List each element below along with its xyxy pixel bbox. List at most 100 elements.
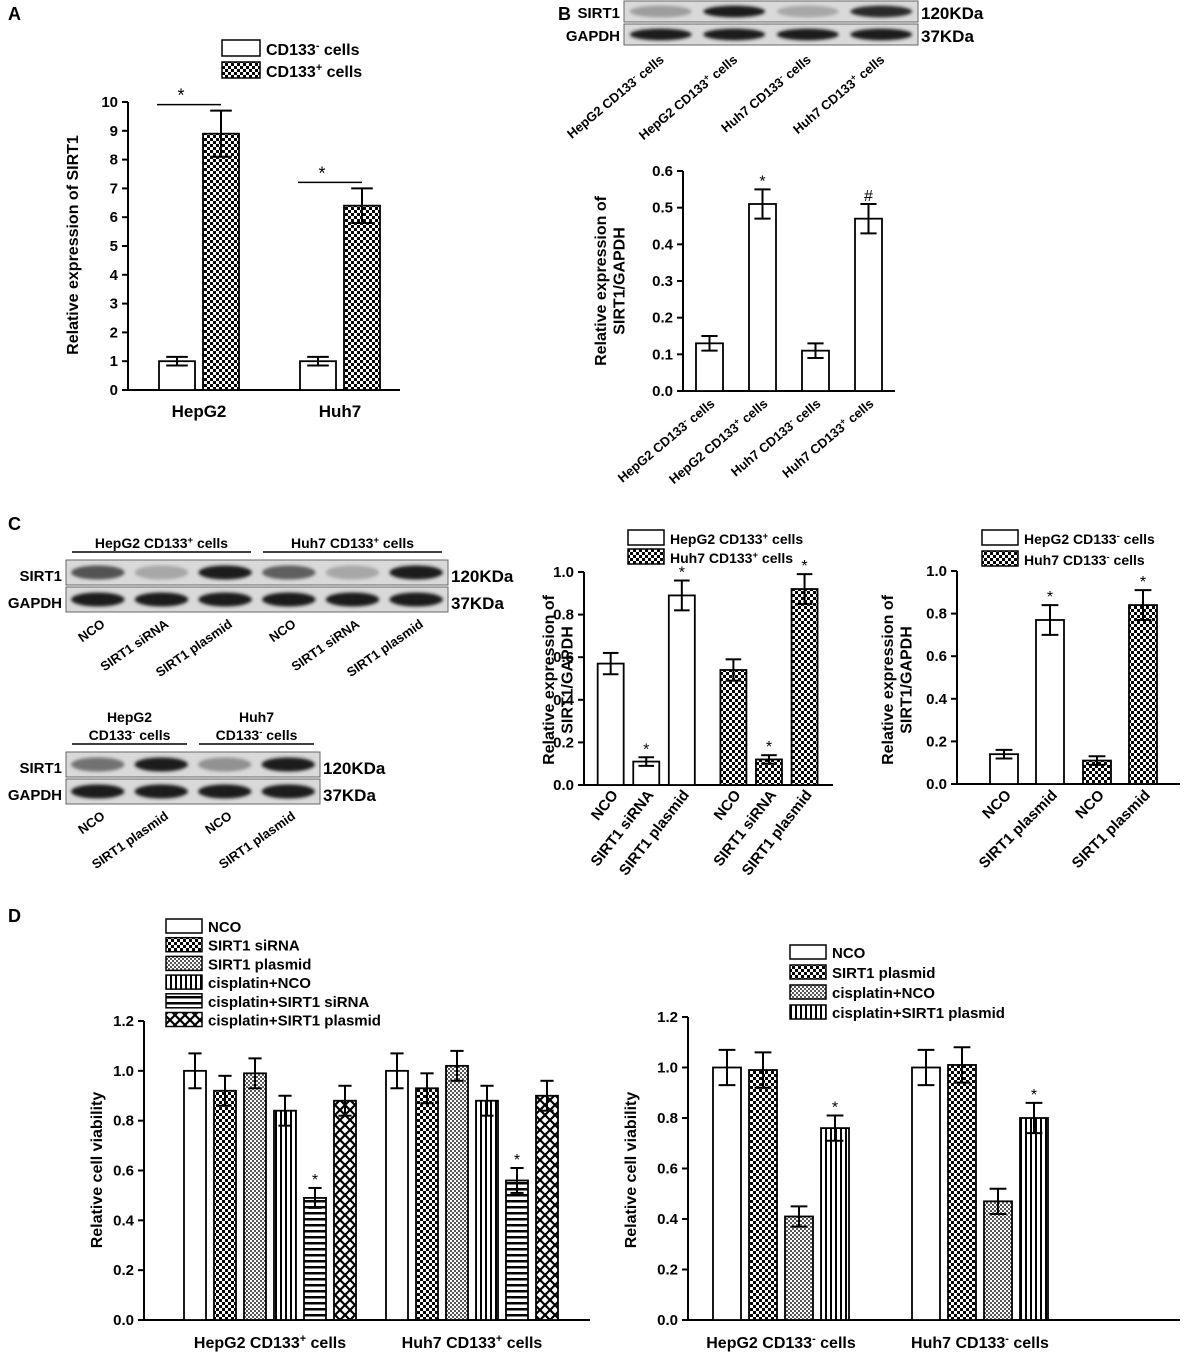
legend-swatch <box>165 918 203 934</box>
label-text: Huh7 CD133 <box>291 535 374 551</box>
blot-row-label: GAPDH <box>8 787 62 804</box>
blot-row <box>65 559 449 586</box>
legend-label: SIRT1 plasmid <box>832 965 935 982</box>
legend-swatch <box>165 955 203 972</box>
bar <box>784 1215 814 1321</box>
bar <box>303 1197 327 1321</box>
category-label: HepG2 CD133- cells <box>706 1333 856 1352</box>
y-tick-label: 0.2 <box>652 310 673 327</box>
y-axis-label-line: Relative expression of <box>593 195 610 366</box>
bar <box>983 1200 1013 1321</box>
y-axis-label-line: Relative cell viability <box>623 1092 640 1249</box>
label-superscript: + <box>373 535 379 546</box>
label-superscript: - <box>629 72 638 82</box>
y-tick-label: 0.2 <box>553 734 574 751</box>
blot-band <box>134 757 188 772</box>
label-superscript: - <box>1117 531 1120 542</box>
significance-mark: * <box>1047 589 1053 606</box>
bar <box>712 1066 742 1321</box>
legend-swatch <box>789 984 827 1000</box>
blot-band <box>198 784 252 799</box>
blot-lane-label: NCO <box>75 616 107 645</box>
label-text: cells <box>322 64 362 81</box>
label-text: cells <box>789 396 824 428</box>
y-tick-label: 3 <box>110 296 118 313</box>
chart-a-sirt1-expression: 0 1 2 3 4 5 6 7 8 9 10 Relative expression of SIRT1… <box>65 39 400 421</box>
blot-row-label: SIRT1 <box>19 760 62 777</box>
legend-swatch <box>981 550 1019 567</box>
label-superscript: + <box>752 550 758 561</box>
blot-band <box>71 784 125 799</box>
label-text: CD133 <box>89 727 133 743</box>
chart-d-cd133-negative-viability: 0.0 0.2 0.4 0.6 0.8 1.0 1.2 Relative cell viabi… <box>623 944 1180 1352</box>
legend-label: NCO <box>832 945 866 962</box>
y-tick-label: 1.0 <box>553 564 574 581</box>
legend-swatch <box>627 529 665 546</box>
significance-mark: * <box>832 1099 838 1116</box>
label-superscript: - <box>812 1333 816 1345</box>
bar <box>748 203 777 392</box>
blot-band <box>198 757 252 772</box>
label-text: Huh7 CD133 <box>718 75 786 136</box>
label-text: CD133 <box>266 64 316 81</box>
bar <box>947 1064 977 1321</box>
blot-band <box>198 565 252 580</box>
bar <box>667 594 696 786</box>
legend-label: CD133+ cells <box>266 62 362 81</box>
label-text: cells <box>1110 552 1145 568</box>
label-text: cells <box>502 1335 542 1352</box>
label-superscript: + <box>731 416 741 427</box>
label-text: cells <box>193 535 228 551</box>
blot-size-label: 37KDa <box>451 594 504 613</box>
blot-group-label: CD133- cells <box>216 727 298 744</box>
label-text: Huh7 CD133 <box>402 1335 496 1352</box>
blot-band <box>261 784 315 799</box>
y-tick-label: 0.4 <box>113 1212 135 1229</box>
y-axis-label-line: Relative expression of SIRT1 <box>65 135 82 355</box>
label-superscript: + <box>848 72 858 83</box>
y-tick-label: 1 <box>110 353 118 370</box>
blot-band <box>389 565 443 580</box>
bar <box>475 1099 499 1321</box>
y-tick-label: 1.0 <box>926 563 947 580</box>
blot-row <box>623 0 919 23</box>
bar <box>333 1099 357 1321</box>
legend-label: cisplatin+NCO <box>832 985 935 1002</box>
y-tick-label: 0.2 <box>113 1262 134 1279</box>
y-tick-label: 0.6 <box>113 1163 134 1180</box>
bar <box>415 1087 439 1321</box>
blot-row-label: SIRT1 <box>19 568 62 585</box>
label-text: HepG2 CD133 <box>194 1335 300 1352</box>
bar <box>820 1127 850 1321</box>
y-tick-label: 0.0 <box>657 1312 678 1329</box>
category-label: NCO <box>711 787 745 824</box>
blot-band <box>71 565 125 580</box>
blot-band <box>134 565 189 580</box>
panel-label-a: A <box>8 4 21 24</box>
label-text: cells <box>853 52 888 84</box>
y-axis-label: Relative cell viability <box>623 1092 640 1249</box>
blot-band <box>776 28 839 41</box>
y-tick-label: 1.2 <box>113 1013 134 1030</box>
legend-label: cisplatin+NCO <box>208 975 311 992</box>
chart-c-cd133-positive: 0.0 0.2 0.4 0.6 0.8 1.0 Relative expression of… <box>541 529 833 879</box>
legend-swatch <box>165 993 203 1009</box>
y-tick-label: 0.4 <box>657 1211 679 1228</box>
bar <box>854 217 883 392</box>
bar <box>748 1069 778 1321</box>
label-superscript: - <box>776 72 785 82</box>
blot-row-label: GAPDH <box>8 595 62 612</box>
blot-band <box>776 5 839 18</box>
blot-band <box>629 5 692 18</box>
legend-label: HepG2 CD133- cells <box>1024 531 1155 548</box>
label-text: cells <box>1009 1335 1049 1352</box>
bar <box>801 349 830 392</box>
label-superscript: + <box>496 1333 502 1345</box>
blot-band <box>703 5 766 18</box>
blot-size-label: 120KDa <box>451 567 514 586</box>
bar <box>213 1089 237 1321</box>
bar <box>911 1066 941 1321</box>
y-tick-label: 0.6 <box>652 163 673 180</box>
y-tick-label: 2 <box>110 324 118 341</box>
